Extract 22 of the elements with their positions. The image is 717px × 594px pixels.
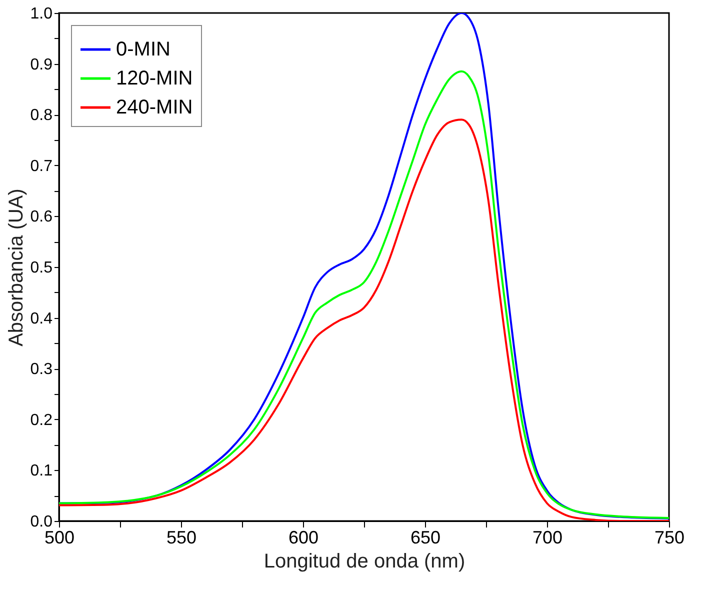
y-tick-label: 0.3 [30, 361, 53, 378]
x-tick-label: 500 [44, 528, 75, 548]
y-tick-label: 0.8 [30, 107, 53, 124]
x-axis-title: Longitud de onda (nm) [264, 550, 466, 572]
legend-label: 120-MIN [116, 68, 193, 90]
x-tick-label: 550 [166, 528, 197, 548]
y-tick-label: 0.9 [30, 56, 53, 74]
y-tick-label: 0.4 [30, 310, 53, 328]
x-tick-label: 700 [532, 528, 563, 548]
y-tick-label: 0.2 [30, 412, 53, 429]
y-tick-label: 0.0 [30, 514, 53, 530]
y-tick-label: 0.7 [30, 158, 53, 175]
legend-label: 0-MIN [116, 38, 170, 60]
y-tick-label: 0.5 [30, 260, 53, 276]
y-tick-label: 0.1 [30, 462, 53, 480]
y-tick-label: 1.0 [30, 6, 53, 22]
legend-label: 240-MIN [116, 96, 193, 118]
x-tick-label: 750 [654, 528, 685, 548]
x-tick-label: 650 [410, 528, 441, 548]
x-tick-label: 600 [288, 528, 319, 548]
y-axis-title: Absorbancia (UA) [5, 188, 28, 346]
y-tick-label: 0.6 [30, 208, 53, 226]
